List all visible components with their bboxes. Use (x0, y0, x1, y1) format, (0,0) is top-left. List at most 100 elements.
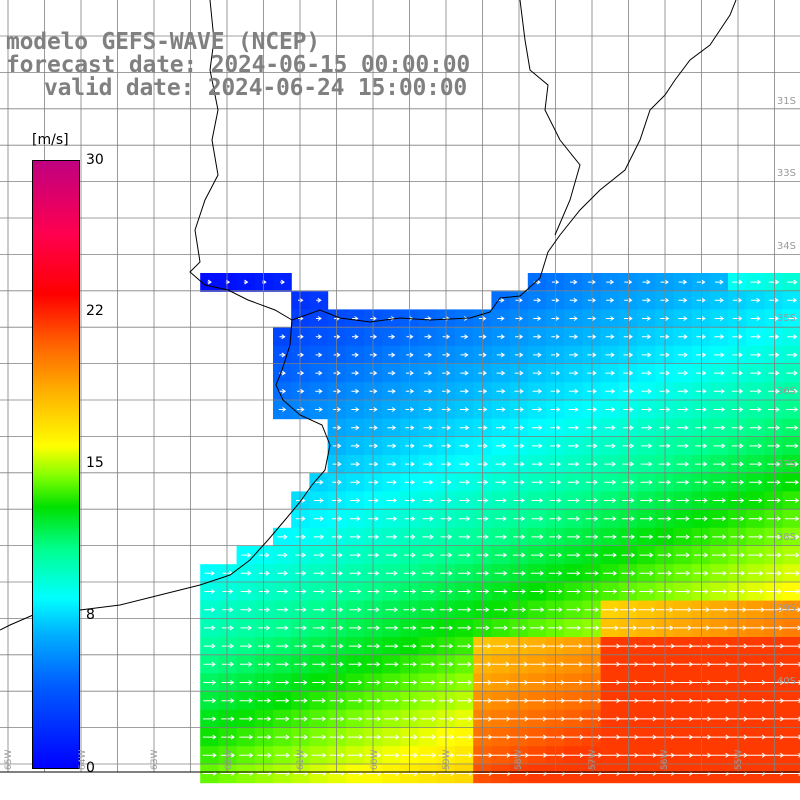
wind-arrow (564, 643, 583, 649)
wind-arrow (495, 443, 507, 449)
wind-arrow (350, 516, 361, 522)
wind-arrow (221, 716, 235, 722)
wind-arrow (424, 352, 433, 358)
wind-arrow (422, 534, 434, 540)
wind-arrow (530, 552, 544, 558)
wind-arrow (785, 443, 799, 449)
wind-arrow (349, 552, 362, 558)
wind-arrow (748, 534, 764, 540)
lon-label: 55W (734, 749, 744, 770)
wind-arrow (496, 407, 506, 412)
wind-arrow (675, 552, 691, 558)
wind-arrow (731, 388, 744, 394)
wind-arrow (457, 607, 472, 613)
wind-arrow (677, 370, 689, 376)
wind-arrow (239, 680, 253, 685)
lon-label: 64W (78, 749, 88, 770)
wind-arrow (564, 661, 584, 667)
wind-arrow (312, 698, 326, 704)
wind-arrow (675, 589, 691, 594)
wind-arrow (749, 443, 763, 449)
wind-arrow (528, 680, 547, 685)
wind-arrow (713, 388, 725, 394)
wind-arrow (732, 297, 743, 303)
wind-arrow (730, 534, 745, 540)
wind-arrow (569, 316, 578, 321)
wind-arrow (639, 589, 654, 594)
wind-arrow (768, 279, 780, 285)
wind-arrow (623, 388, 634, 394)
lat-lon-grid (0, 0, 800, 773)
wind-arrow (713, 407, 726, 412)
wind-arrow (678, 297, 688, 303)
wind-arrow (622, 443, 635, 449)
title-forecast-date: forecast date: 2024-06-15 00:00:00 (6, 52, 471, 78)
wind-arrow (313, 570, 325, 576)
wind-arrow (530, 570, 545, 576)
title-valid-date: valid date: 2024-06-24 15:00:00 (44, 75, 468, 101)
wind-arrow (384, 698, 400, 704)
wind-arrow (695, 425, 708, 431)
wind-arrow (637, 625, 656, 631)
wind-arrow (766, 516, 782, 522)
wind-arrow (420, 752, 437, 758)
wind-arrow (568, 443, 580, 449)
wind-arrow (678, 316, 688, 321)
wind-arrow (568, 461, 580, 467)
wind-arrow (424, 370, 433, 376)
wind-arrow (768, 316, 780, 321)
wind-arrow (421, 589, 435, 594)
wind-arrow (347, 752, 364, 758)
wind-arrow (311, 752, 327, 758)
wind-arrow (674, 625, 692, 631)
wind-arrow (585, 534, 599, 540)
wind-arrow (622, 479, 635, 485)
wind-arrow (784, 570, 800, 576)
title-model: modelo GEFS-WAVE (NCEP) (6, 29, 320, 55)
wind-arrow (748, 498, 763, 503)
wind-arrow (768, 352, 780, 358)
wind-arrow (312, 643, 326, 649)
wind-arrow (460, 407, 470, 412)
wind-arrow (385, 589, 398, 594)
wind-arrow (386, 461, 397, 467)
wind-arrow (456, 716, 473, 722)
wind-arrow (766, 534, 782, 540)
wind-arrow (749, 425, 762, 431)
wind-arrow (423, 425, 433, 431)
wind-arrow (457, 680, 473, 685)
wind-arrow (622, 498, 635, 503)
lat-label: 40S (776, 676, 796, 687)
wind-arrow (584, 607, 600, 613)
wind-arrow (640, 498, 653, 503)
wind-arrow (767, 443, 781, 449)
wind-arrow (531, 534, 544, 540)
wind-arrow (658, 498, 672, 503)
wind-arrow (316, 297, 322, 303)
wind-arrow (676, 516, 690, 522)
wind-arrow (587, 297, 597, 303)
lon-label: 59W (442, 749, 452, 770)
wind-arrow (221, 643, 235, 649)
wind-arrow (639, 552, 654, 558)
colorbar-tick-30: 30 (86, 152, 104, 168)
wind-arrow (385, 570, 398, 576)
wind-arrow (566, 625, 582, 631)
wind-arrow (746, 625, 766, 631)
wind-arrow (315, 352, 323, 358)
wind-arrow (532, 425, 543, 431)
wind-arrow (314, 498, 324, 503)
wind-arrow (422, 516, 434, 522)
wind-arrow (767, 461, 781, 467)
wind-arrow (311, 716, 327, 722)
wind-arrow (677, 425, 689, 431)
wind-arrow (420, 734, 437, 740)
wind-arrow (601, 607, 619, 613)
wind-arrow (692, 607, 711, 613)
wind-arrow (603, 589, 618, 594)
wind-arrow (621, 589, 636, 594)
wind-arrow (746, 607, 765, 613)
wind-arrow (694, 534, 709, 540)
